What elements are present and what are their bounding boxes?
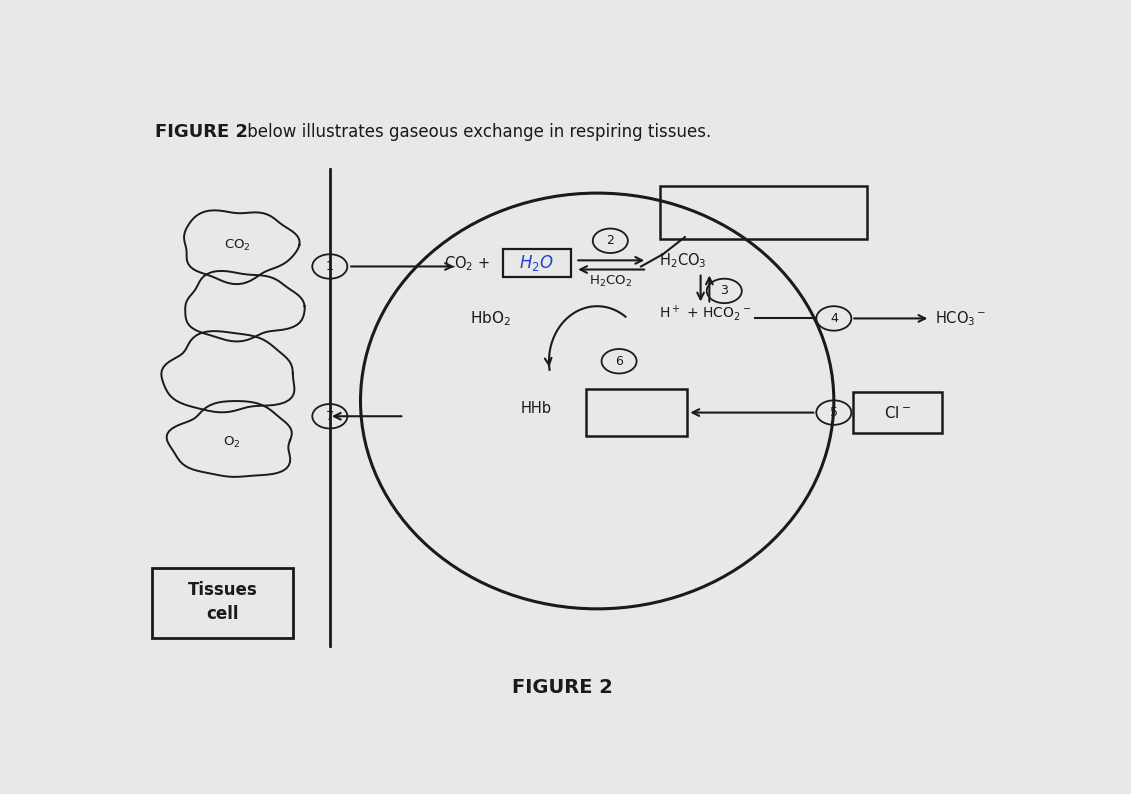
Text: 3: 3: [720, 284, 728, 298]
Text: HHb: HHb: [520, 402, 551, 416]
Text: FIGURE 2: FIGURE 2: [155, 123, 248, 141]
Text: 7: 7: [326, 410, 334, 422]
Text: 6: 6: [615, 355, 623, 368]
Text: CO$_2$: CO$_2$: [224, 237, 251, 252]
Text: H$_2$CO$_2$: H$_2$CO$_2$: [589, 274, 632, 289]
Text: HCO$_3$$^-$: HCO$_3$$^-$: [934, 309, 986, 328]
Text: FIGURE 2: FIGURE 2: [511, 677, 613, 696]
Text: Cl$^-$: Cl$^-$: [884, 405, 912, 421]
Text: HbO$_2$: HbO$_2$: [470, 309, 511, 328]
Text: H$^+$ + HCO$_2$$^-$: H$^+$ + HCO$_2$$^-$: [658, 303, 751, 323]
Text: 5: 5: [830, 406, 838, 419]
Text: 2: 2: [606, 234, 614, 247]
Text: CO$_2$ +: CO$_2$ +: [443, 254, 490, 273]
Text: 4: 4: [830, 312, 838, 325]
Text: below illustrates gaseous exchange in respiring tissues.: below illustrates gaseous exchange in re…: [242, 123, 711, 141]
Text: H$_2$CO$_3$: H$_2$CO$_3$: [658, 251, 706, 270]
Text: Tissues
cell: Tissues cell: [188, 581, 258, 623]
Text: 1: 1: [326, 260, 334, 273]
Text: O$_2$: O$_2$: [223, 435, 241, 450]
Text: $H_2O$: $H_2O$: [519, 252, 554, 273]
